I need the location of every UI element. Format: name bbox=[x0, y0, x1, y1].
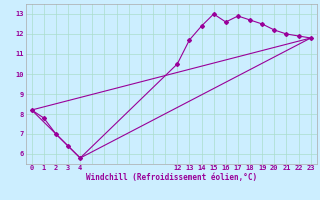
X-axis label: Windchill (Refroidissement éolien,°C): Windchill (Refroidissement éolien,°C) bbox=[86, 173, 257, 182]
